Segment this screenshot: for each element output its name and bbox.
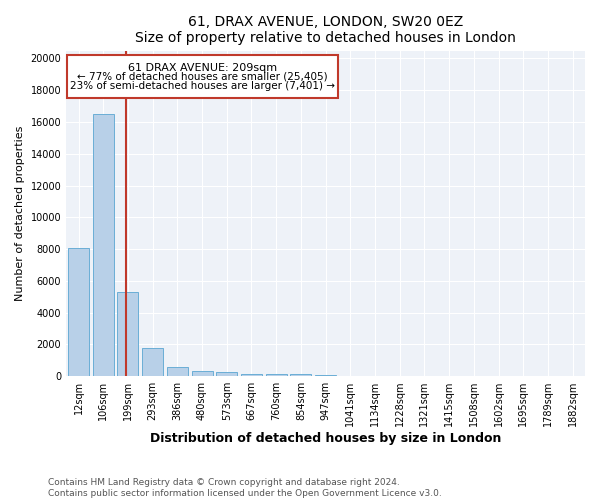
Bar (167, 366, 188, 376)
Bar (118, 292, 139, 376)
Text: Contains HM Land Registry data © Crown copyright and database right 2024.
Contai: Contains HM Land Registry data © Crown c… (48, 478, 442, 498)
X-axis label: Distribution of detached houses by size in London: Distribution of detached houses by size … (150, 432, 501, 445)
Text: 23% of semi-detached houses are larger (7,401) →: 23% of semi-detached houses are larger (… (70, 80, 335, 90)
Bar (290, 374, 311, 376)
Text: 61 DRAX AVENUE: 209sqm: 61 DRAX AVENUE: 209sqm (128, 63, 277, 73)
Bar (216, 372, 237, 376)
Y-axis label: Number of detached properties: Number of detached properties (15, 126, 25, 301)
Text: ← 77% of detached houses are smaller (25,405): ← 77% of detached houses are smaller (25… (77, 71, 328, 81)
Bar (241, 374, 262, 376)
Bar (142, 348, 163, 376)
Bar (68, 248, 89, 376)
FancyBboxPatch shape (67, 56, 338, 98)
Bar (266, 374, 287, 376)
Bar (93, 114, 114, 376)
Bar (191, 370, 212, 376)
Title: 61, DRAX AVENUE, LONDON, SW20 0EZ
Size of property relative to detached houses i: 61, DRAX AVENUE, LONDON, SW20 0EZ Size o… (135, 15, 516, 45)
